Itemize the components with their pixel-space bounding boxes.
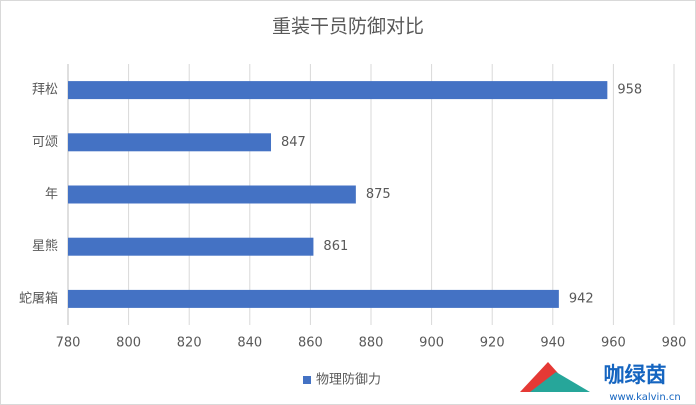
x-tick-label: 860	[298, 336, 323, 351]
data-label: 875	[366, 187, 391, 202]
bar	[68, 81, 608, 100]
watermark: 咖绿茵 www.kalvin.cn	[520, 362, 681, 403]
bar	[68, 237, 314, 256]
watermark-url: www.kalvin.cn	[609, 392, 680, 403]
chart-title: 重装干员防御对比	[272, 16, 424, 38]
data-label: 861	[323, 239, 348, 254]
y-tick-label: 蛇屠箱	[19, 290, 58, 306]
y-tick-label: 星熊	[32, 238, 58, 254]
data-label: 958	[617, 83, 642, 98]
y-tick-label: 可颂	[32, 135, 58, 150]
x-tick-label: 800	[116, 336, 141, 351]
x-tick-label: 900	[419, 336, 444, 351]
x-tick-label: 960	[601, 336, 626, 351]
x-tick-label: 880	[359, 336, 384, 351]
data-label: 847	[281, 135, 306, 150]
bar	[68, 185, 356, 204]
x-tick-label: 820	[177, 336, 202, 351]
x-tick-label: 940	[540, 336, 565, 351]
x-tick-label: 840	[237, 336, 262, 351]
watermark-logo	[530, 372, 590, 392]
x-tick-label: 980	[662, 336, 687, 351]
x-tick-label: 780	[56, 336, 81, 351]
y-tick-label: 拜松	[32, 83, 58, 98]
y-tick-label: 年	[45, 187, 58, 202]
data-label: 942	[569, 291, 594, 306]
legend-swatch	[303, 376, 311, 384]
bar	[68, 133, 272, 152]
legend-label: 物理防御力	[316, 372, 381, 388]
x-tick-label: 920	[480, 336, 505, 351]
watermark-brand: 咖绿茵	[604, 363, 667, 387]
bar	[68, 289, 559, 308]
